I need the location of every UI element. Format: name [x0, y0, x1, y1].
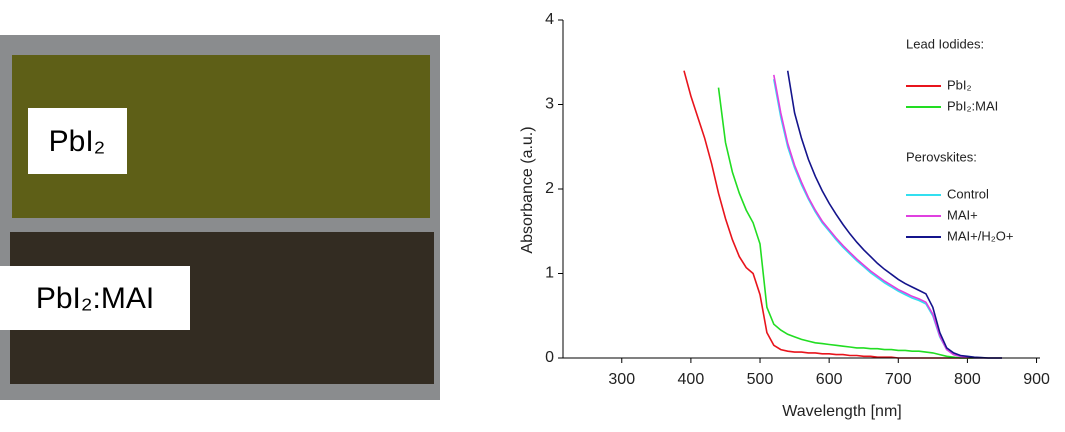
x-tick-label: 500 [747, 371, 774, 388]
photo: PbI₂ PbI₂:MAI [0, 35, 440, 400]
y-tick-label: 3 [545, 96, 554, 113]
x-tick-label: 400 [678, 371, 705, 388]
series-line [773, 74, 1002, 359]
y-axis-label: Absorbance (a.u.) [519, 126, 536, 253]
y-tick-label: 4 [545, 11, 554, 28]
legend-heading: Perovskites: [906, 149, 977, 164]
series-line [786, 70, 1002, 359]
series-line [717, 87, 1002, 359]
x-tick-label: 300 [608, 371, 635, 388]
photo-label: PbI₂:MAI [36, 282, 154, 315]
x-axis-label: Wavelength [nm] [782, 403, 901, 420]
x-tick-label: 800 [954, 371, 981, 388]
legend-label: PbI₂ [947, 77, 972, 92]
x-tick-label: 900 [1023, 371, 1050, 388]
y-tick-label: 2 [545, 180, 554, 197]
y-tick-label: 0 [545, 349, 554, 366]
legend-label: MAI+ [947, 207, 978, 222]
x-tick-label: 700 [885, 371, 912, 388]
legend-label: Control [947, 186, 989, 201]
label-box [28, 108, 127, 174]
photo-label: PbI₂ [49, 125, 106, 158]
y-tick-label: 1 [545, 265, 554, 282]
x-tick-label: 600 [816, 371, 843, 388]
label-box [0, 266, 190, 330]
legend-heading: Lead Iodides: [906, 36, 984, 51]
legend-label: PbI₂:MAI [947, 98, 998, 113]
legend-label: MAI+/H₂O+ [947, 228, 1013, 243]
